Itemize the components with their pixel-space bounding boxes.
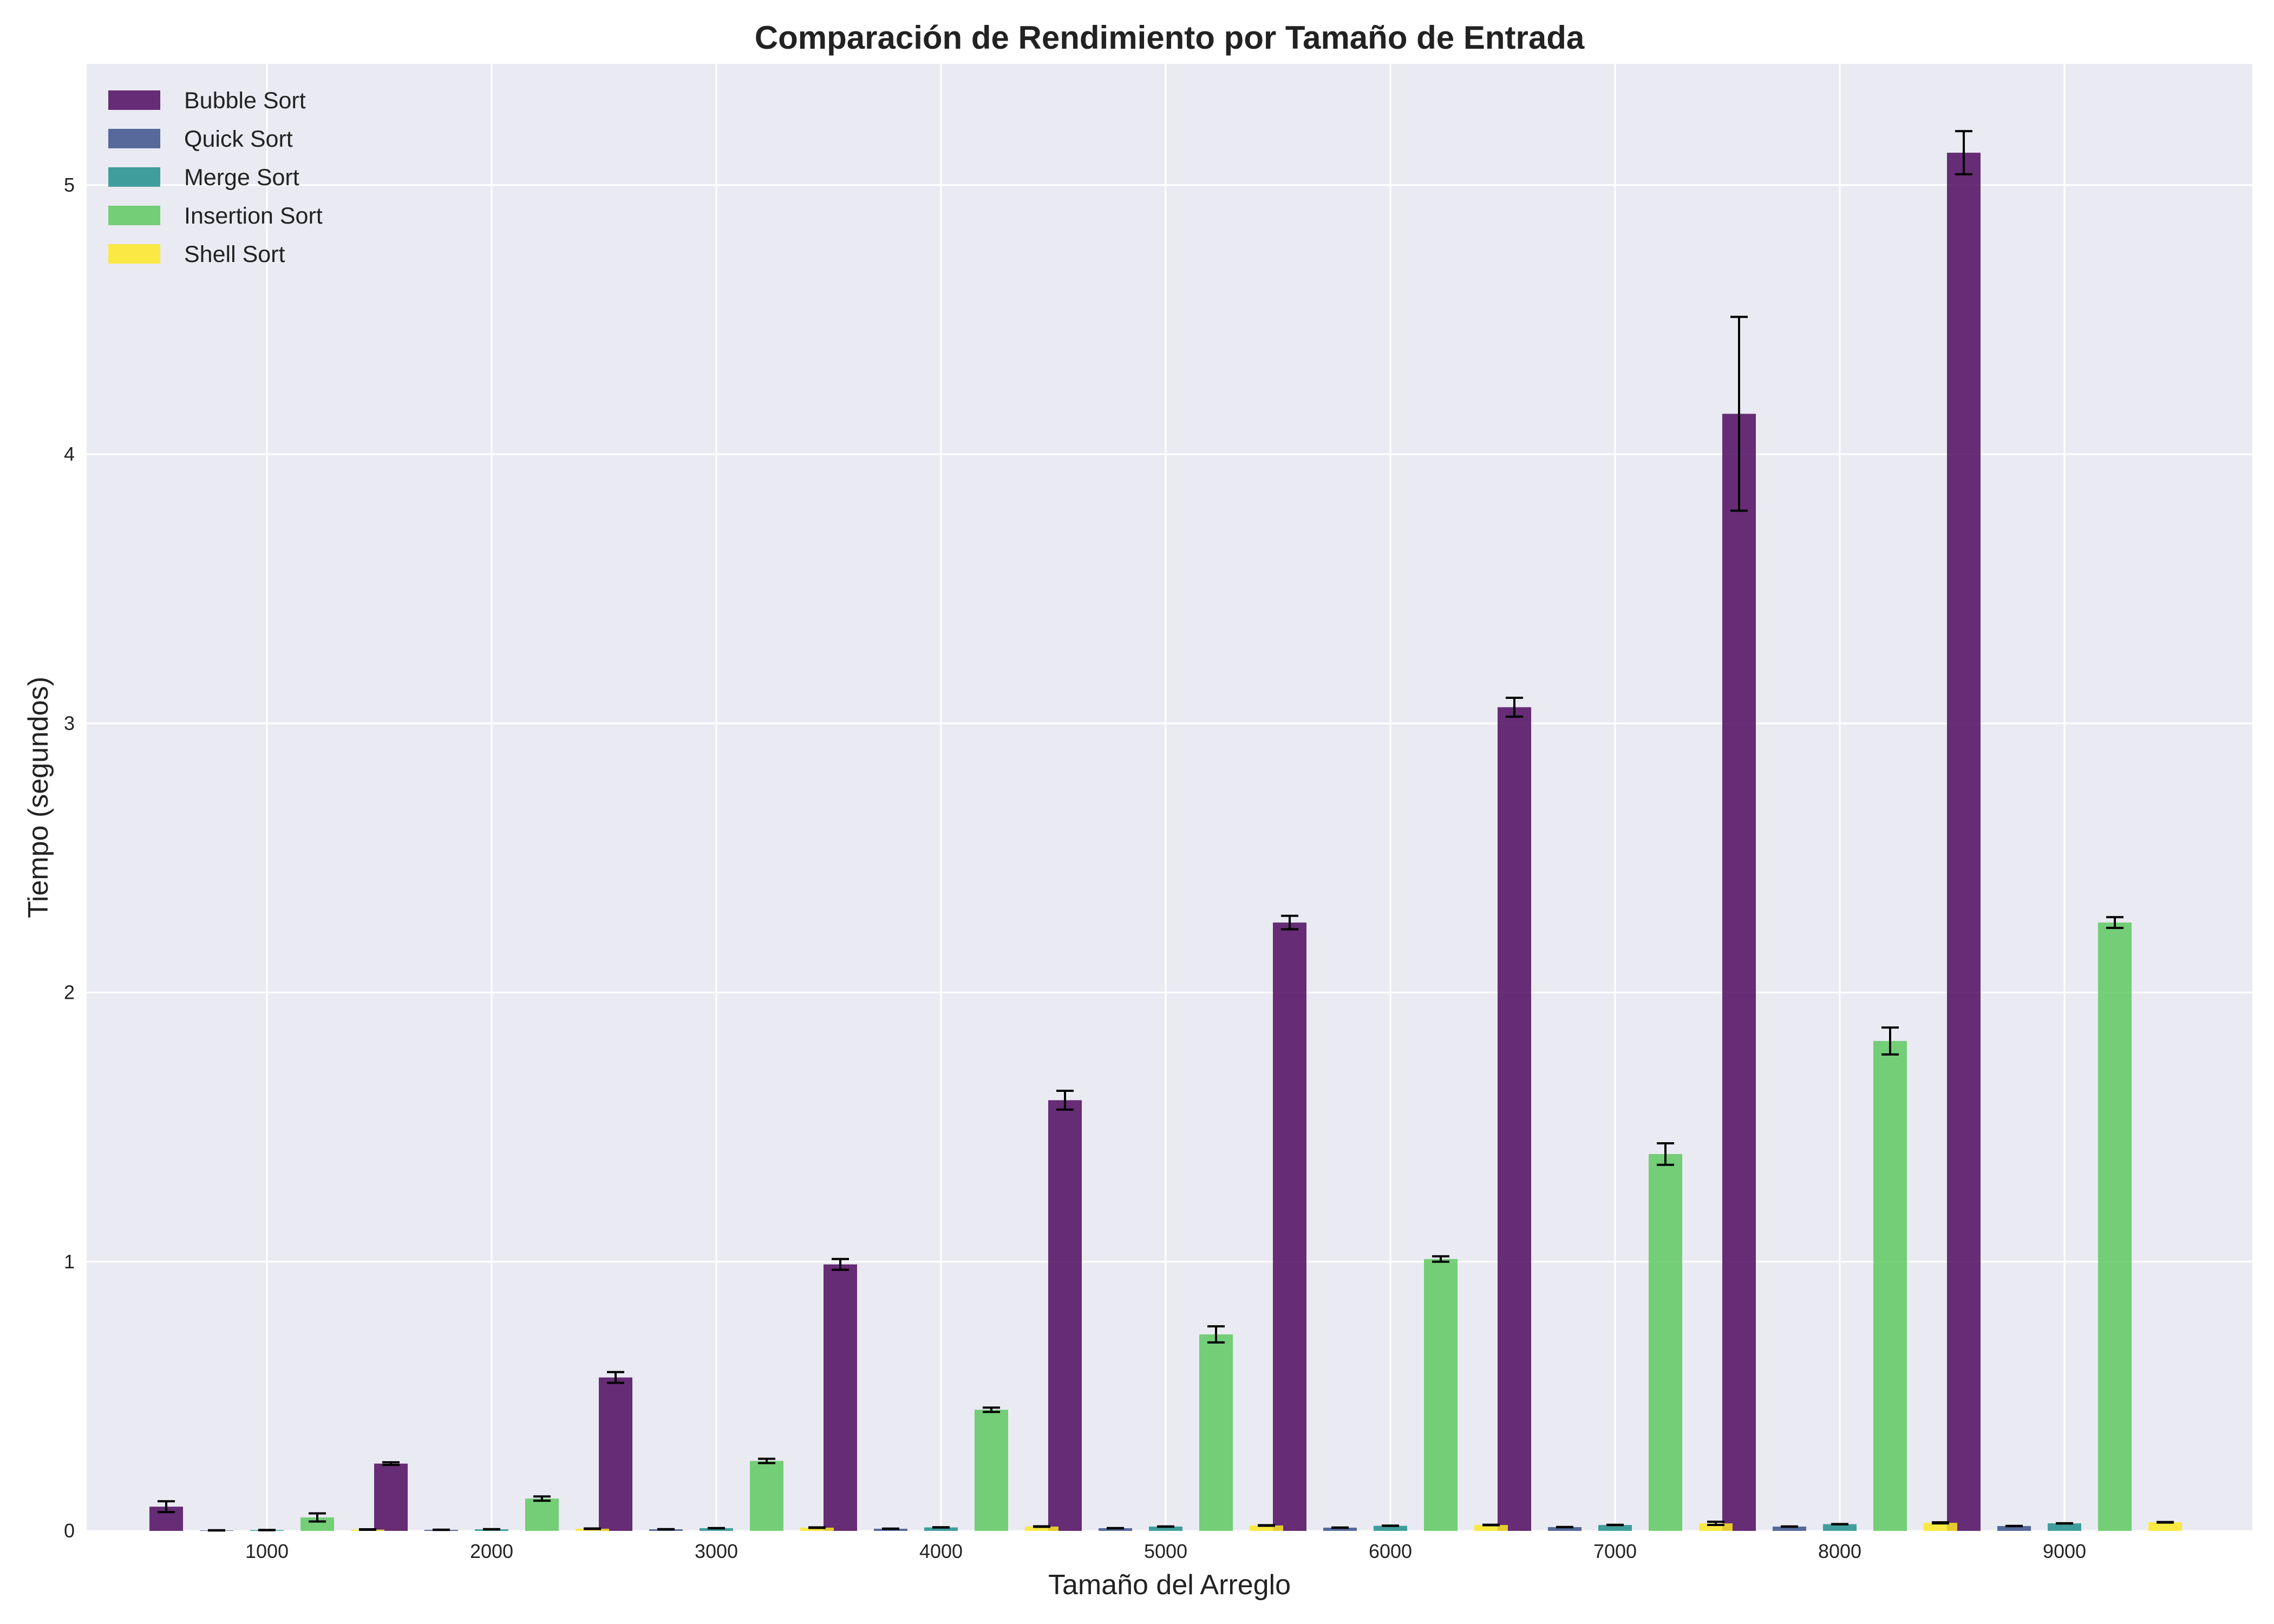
error-bar [1730, 316, 1748, 512]
legend-swatch [108, 206, 160, 225]
bar-shell-sort-9000 [2148, 1522, 2182, 1531]
legend-label: Bubble Sort [184, 88, 306, 114]
bar-bubble-sort-4000 [824, 1264, 857, 1531]
bar-insertion-sort-5000 [1199, 1334, 1233, 1531]
bar-insertion-sort-8000 [1873, 1041, 1907, 1531]
error-bar [1707, 1521, 1724, 1527]
y-tick-label: 3 [64, 712, 75, 734]
grid-lines [87, 64, 2252, 1532]
error-bar [158, 1500, 175, 1514]
bar-bubble-sort-5000 [1048, 1100, 1082, 1531]
error-bars [158, 130, 2174, 1532]
bar-shell-sort-8000 [1924, 1523, 1957, 1531]
y-tick-label: 2 [64, 981, 75, 1004]
x-axis-ticks: 1000 2000 3000 4000 5000 6000 7000 8000 9000 [245, 1540, 2086, 1562]
bar-merge-sort-8000 [1823, 1524, 1857, 1531]
x-axis-label: Tamaño del Arreglo [1048, 1569, 1291, 1601]
error-bar [1881, 1026, 1899, 1056]
error-bar [832, 1258, 849, 1271]
x-tick-label: 7000 [1593, 1540, 1637, 1562]
legend-item: Quick Sort [108, 126, 293, 152]
x-tick-label: 4000 [919, 1540, 963, 1562]
error-bar [1955, 130, 1972, 175]
plot-background [87, 64, 2252, 1531]
legend-swatch [108, 129, 160, 148]
bar-bubble-sort-3000 [599, 1377, 632, 1531]
bar-quick-sort-6000 [1323, 1528, 1357, 1531]
error-bar [359, 1528, 376, 1531]
legend-item: Bubble Sort [108, 88, 306, 114]
bar-insertion-sort-7000 [1649, 1154, 1682, 1531]
bar-bubble-sort-7000 [1498, 707, 1531, 1531]
bar-quick-sort-8000 [1773, 1527, 1806, 1531]
bar-shell-sort-4000 [1025, 1527, 1058, 1531]
x-tick-label: 1000 [245, 1540, 289, 1562]
bar-insertion-sort-4000 [975, 1410, 1008, 1531]
bar-insertion-sort-2000 [525, 1498, 559, 1531]
bar-shell-sort-6000 [1474, 1525, 1508, 1531]
legend-swatch [108, 90, 160, 110]
error-bar [1932, 1521, 1949, 1525]
bars [149, 153, 2182, 1531]
error-bar [607, 1371, 624, 1384]
bar-merge-sort-3000 [700, 1528, 733, 1531]
bar-bubble-sort-9000 [1947, 153, 1981, 1531]
legend: Bubble Sort Quick Sort Merge Sort Insertion… [108, 88, 323, 267]
bar-merge-sort-9000 [2048, 1523, 2081, 1531]
bar-insertion-sort-6000 [1424, 1259, 1458, 1531]
error-bar [2106, 916, 2123, 929]
legend-swatch [108, 167, 160, 187]
bar-merge-sort-5000 [1149, 1527, 1182, 1531]
error-bar [983, 1406, 1000, 1413]
y-axis-label: Tiempo (segundos) [23, 677, 54, 918]
error-bar [1207, 1325, 1225, 1344]
bar-bubble-sort-2000 [374, 1463, 408, 1531]
y-tick-label: 0 [64, 1520, 75, 1542]
y-tick-label: 1 [64, 1250, 75, 1273]
legend-swatch [108, 244, 160, 264]
bar-merge-sort-6000 [1374, 1525, 1407, 1531]
bar-quick-sort-7000 [1548, 1527, 1582, 1531]
error-bar [1258, 1524, 1275, 1527]
y-tick-label: 5 [64, 174, 75, 196]
error-bar [533, 1495, 551, 1502]
x-tick-label: 6000 [1369, 1540, 1412, 1562]
legend-item: Insertion Sort [108, 203, 323, 229]
legend-item: Merge Sort [108, 165, 299, 191]
bar-shell-sort-3000 [800, 1528, 834, 1531]
bar-insertion-sort-3000 [750, 1461, 783, 1531]
error-bar [309, 1512, 326, 1523]
error-bar [1432, 1255, 1449, 1263]
legend-item: Shell Sort [108, 241, 285, 267]
bar-bubble-sort-8000 [1722, 414, 1756, 1531]
legend-label: Shell Sort [184, 241, 285, 267]
x-tick-label: 2000 [470, 1540, 513, 1562]
bar-merge-sort-7000 [1598, 1525, 1632, 1531]
error-bar [1506, 697, 1523, 718]
error-bar [1281, 914, 1298, 931]
bar-quick-sort-5000 [1099, 1528, 1132, 1531]
legend-label: Quick Sort [184, 126, 293, 152]
chart-title: Comparación de Rendimiento por Tamaño de… [755, 19, 1585, 56]
bar-insertion-sort-9000 [2098, 922, 2132, 1531]
y-axis-ticks: 0 1 2 3 4 5 [64, 174, 75, 1542]
error-bar [1657, 1142, 1674, 1166]
x-tick-label: 5000 [1144, 1540, 1187, 1562]
x-tick-label: 3000 [695, 1540, 738, 1562]
y-tick-label: 4 [64, 443, 75, 465]
x-tick-label: 9000 [2043, 1540, 2086, 1562]
bar-shell-sort-5000 [1250, 1525, 1283, 1531]
error-bar [2157, 1521, 2174, 1524]
x-tick-label: 8000 [1818, 1540, 1861, 1562]
bar-quick-sort-9000 [1997, 1526, 2031, 1531]
error-bar [758, 1457, 775, 1464]
error-bar [1056, 1090, 1074, 1111]
legend-label: Merge Sort [184, 165, 299, 191]
error-bar [382, 1461, 400, 1466]
legend-label: Insertion Sort [184, 203, 323, 229]
bar-bubble-sort-6000 [1273, 922, 1306, 1531]
bar-merge-sort-4000 [924, 1527, 958, 1531]
